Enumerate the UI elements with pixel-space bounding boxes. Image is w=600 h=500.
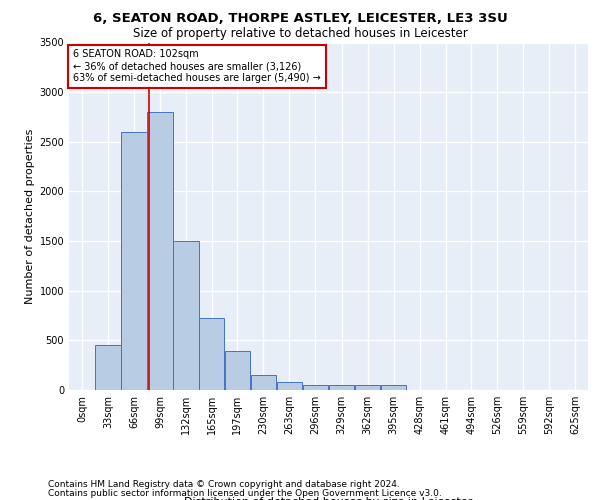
Bar — [251, 374, 277, 390]
Bar — [147, 112, 173, 390]
Bar — [355, 385, 380, 390]
Text: 6, SEATON ROAD, THORPE ASTLEY, LEICESTER, LE3 3SU: 6, SEATON ROAD, THORPE ASTLEY, LEICESTER… — [92, 12, 508, 26]
Bar — [277, 382, 302, 390]
Text: Size of property relative to detached houses in Leicester: Size of property relative to detached ho… — [133, 28, 467, 40]
Bar — [329, 385, 355, 390]
Bar — [224, 352, 250, 390]
Bar — [302, 384, 328, 390]
Bar — [380, 385, 406, 390]
Bar — [95, 346, 121, 390]
Bar — [173, 241, 199, 390]
Text: Contains public sector information licensed under the Open Government Licence v3: Contains public sector information licen… — [48, 488, 442, 498]
Y-axis label: Number of detached properties: Number of detached properties — [25, 128, 35, 304]
X-axis label: Distribution of detached houses by size in Leicester: Distribution of detached houses by size … — [184, 496, 473, 500]
Bar — [121, 132, 147, 390]
Bar — [199, 318, 224, 390]
Text: 6 SEATON ROAD: 102sqm
← 36% of detached houses are smaller (3,126)
63% of semi-d: 6 SEATON ROAD: 102sqm ← 36% of detached … — [73, 50, 320, 82]
Text: Contains HM Land Registry data © Crown copyright and database right 2024.: Contains HM Land Registry data © Crown c… — [48, 480, 400, 489]
